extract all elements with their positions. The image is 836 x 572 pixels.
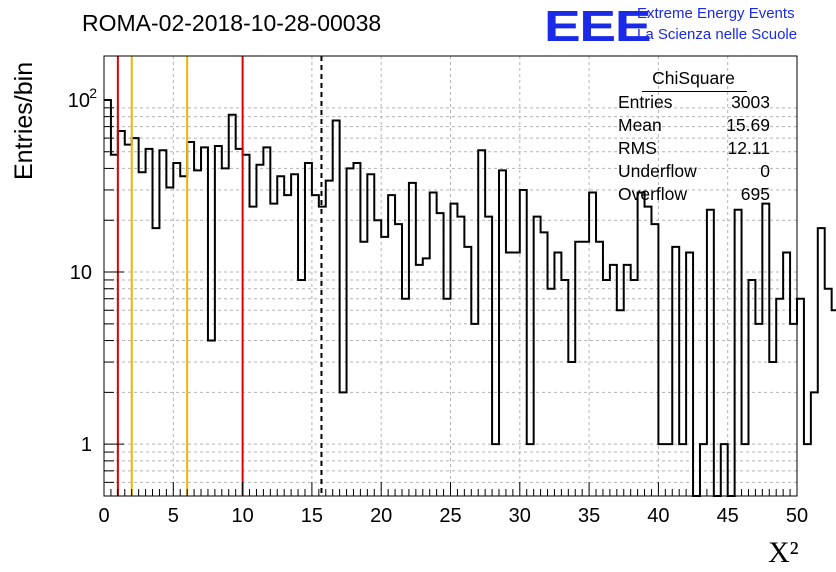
stats-row-rms: RMS 12.11: [618, 138, 770, 160]
x-tick-label: 10: [231, 505, 253, 527]
y-tick-label: 10: [70, 262, 92, 284]
x-tick-label: 30: [509, 505, 531, 527]
plot-title: ROMA-02-2018-10-28-00038: [82, 10, 382, 36]
logo-subtitle-line1: Extreme Energy Events: [637, 5, 795, 22]
stats-row-entries: Entries 3003: [618, 92, 770, 114]
y-tick-label: 10: [68, 90, 90, 112]
x-tick-label: 25: [439, 505, 461, 527]
stats-row-overflow: Overflow 695: [618, 184, 770, 206]
x-tick-label: 15: [301, 505, 323, 527]
stats-key: Mean: [618, 115, 662, 135]
eee-logo: EEE: [544, 2, 652, 51]
x-tick-label: 45: [717, 505, 739, 527]
histogram-outline: [104, 98, 836, 497]
stats-box-title: ChiSquare: [652, 68, 735, 88]
y-axis-title: Entries/bin: [10, 61, 38, 180]
x-tick-label: 50: [786, 505, 808, 527]
x-axis-title: X²: [768, 536, 799, 569]
stats-value: 12.11: [727, 138, 771, 158]
stats-box-divider: [642, 91, 747, 92]
x-tick-label: 0: [98, 505, 109, 527]
y-tick-label-exponent: 2: [89, 85, 97, 101]
stats-key: RMS: [618, 138, 657, 158]
x-tick-label: 35: [578, 505, 600, 527]
stats-value: 15.69: [726, 115, 770, 135]
x-tick-label: 20: [370, 505, 392, 527]
x-tick-label: 5: [168, 505, 179, 527]
logo-subtitle-line2: La Scienza nelle Scuole: [637, 26, 798, 43]
stats-value: 3003: [731, 92, 770, 112]
stats-key: Underflow: [618, 161, 697, 181]
stats-row-underflow: Underflow 0: [618, 161, 770, 183]
stats-box: ChiSquare Entries 3003 Mean 15.69 RMS 12…: [612, 66, 775, 208]
y-tick-label: 1: [81, 434, 92, 456]
stats-value: 695: [740, 184, 770, 204]
x-tick-label: 40: [647, 505, 669, 527]
stats-key: Entries: [618, 92, 673, 112]
stats-value: 0: [760, 161, 770, 181]
stats-row-mean: Mean 15.69: [618, 115, 770, 137]
stats-key: Overflow: [618, 184, 688, 204]
